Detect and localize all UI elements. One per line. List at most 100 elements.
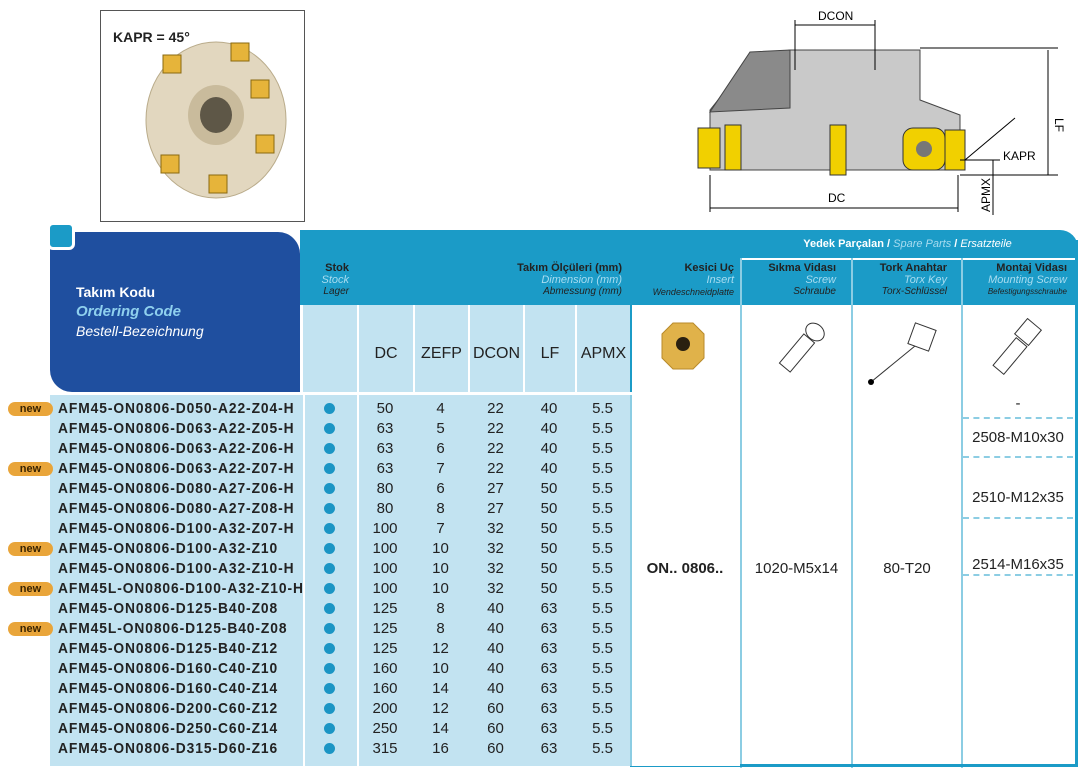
cell-dc: 250 bbox=[372, 720, 398, 737]
cell-zefp: 14 bbox=[432, 680, 449, 697]
ordering-code: AFM45-ON0806-D080-A27-Z08-H bbox=[58, 500, 295, 517]
product-photo: KAPR = 45° bbox=[100, 10, 305, 222]
key-en: Torx Key bbox=[903, 274, 947, 286]
ordering-code: AFM45-ON0806-D160-C40-Z14 bbox=[58, 680, 279, 697]
bookmark-icon bbox=[47, 222, 75, 250]
stock-indicator-icon bbox=[324, 583, 335, 594]
ordering-code: AFM45-ON0806-D050-A22-Z04-H bbox=[58, 400, 295, 417]
header-band bbox=[300, 230, 1078, 305]
cell-dc: 160 bbox=[372, 680, 398, 697]
col-apmx: APMX bbox=[575, 305, 630, 392]
insert-header: Kesici Uç Insert Wendeschneidplatte bbox=[632, 262, 734, 298]
cell-apmx: 5.5 bbox=[592, 740, 613, 757]
stock-indicator-icon bbox=[324, 603, 335, 614]
cell-apmx: 5.5 bbox=[592, 400, 613, 417]
spare-parts-heading: Yedek Parçalan / Spare Parts / Ersatztei… bbox=[740, 238, 1075, 250]
cell-zefp: 5 bbox=[436, 420, 445, 437]
cell-zefp: 10 bbox=[432, 560, 449, 577]
cell-lf: 63 bbox=[540, 640, 558, 657]
insert-de: Wendeschneidplatte bbox=[652, 287, 734, 297]
kapr-dim-label: KAPR bbox=[1003, 149, 1036, 163]
code-en: Ordering Code bbox=[76, 303, 182, 320]
cell-lf: 50 bbox=[540, 520, 558, 537]
cell-dc: 100 bbox=[372, 560, 398, 577]
ordering-code: AFM45-ON0806-D100-A32-Z10 bbox=[58, 540, 279, 557]
stock-indicator-icon bbox=[324, 623, 335, 634]
cell-dc: 125 bbox=[372, 620, 398, 637]
stock-indicator-icon bbox=[324, 663, 335, 674]
cell-dc: 200 bbox=[372, 700, 398, 717]
stock-indicator-icon bbox=[324, 563, 335, 574]
key-header: Tork Anahtar Torx Key Torx-Schlüssel bbox=[853, 262, 947, 298]
cell-lf: 40 bbox=[540, 460, 558, 477]
mount-header: Montaj Vidası Mounting Screw Befestigung… bbox=[963, 262, 1067, 298]
cell-lf: 50 bbox=[540, 540, 558, 557]
cell-lf: 40 bbox=[540, 420, 558, 437]
cell-apmx: 5.5 bbox=[592, 720, 613, 737]
divider bbox=[851, 258, 853, 768]
code-de: Bestell-Bezeichnung bbox=[76, 323, 204, 339]
screw-header: Sıkma Vidası Screw Schraube bbox=[742, 262, 836, 298]
dcon-label: DCON bbox=[818, 9, 853, 23]
cell-apmx: 5.5 bbox=[592, 560, 613, 577]
divider bbox=[630, 305, 632, 392]
cell-zefp: 10 bbox=[432, 580, 449, 597]
cell-dcon: 32 bbox=[487, 540, 504, 557]
stock-tr: Stok bbox=[325, 262, 349, 274]
ordering-code: AFM45-ON0806-D063-A22-Z06-H bbox=[58, 440, 295, 457]
divider bbox=[630, 764, 1078, 767]
col-zefp: ZEFP bbox=[413, 305, 468, 392]
cell-dc: 100 bbox=[372, 580, 398, 597]
stock-indicator-icon bbox=[324, 683, 335, 694]
cell-dcon: 40 bbox=[487, 680, 504, 697]
cell-zefp: 16 bbox=[432, 740, 449, 757]
cell-apmx: 5.5 bbox=[592, 660, 613, 677]
code-column bbox=[50, 395, 303, 766]
lf-label: LF bbox=[1052, 118, 1066, 132]
stock-header: Stok Stock Lager bbox=[303, 262, 349, 298]
ordering-code: AFM45L-ON0806-D100-A32-Z10-H bbox=[58, 580, 304, 597]
cell-apmx: 5.5 bbox=[592, 620, 613, 637]
ordering-code: AFM45-ON0806-D063-A22-Z07-H bbox=[58, 460, 295, 477]
spare-de: Ersatzteile bbox=[960, 238, 1012, 250]
divider bbox=[961, 258, 963, 768]
cell-dc: 63 bbox=[376, 440, 394, 457]
cell-dc: 63 bbox=[376, 460, 394, 477]
mount-en: Mounting Screw bbox=[988, 274, 1067, 286]
cell-zefp: 10 bbox=[432, 540, 449, 557]
cell-zefp: 8 bbox=[436, 600, 445, 617]
screw-tr: Sıkma Vidası bbox=[768, 262, 836, 274]
dim-tr: Takım Ölçüleri (mm) bbox=[517, 262, 622, 274]
ordering-code-header: Takım Kodu Ordering Code Bestell-Bezeich… bbox=[50, 232, 300, 392]
cell-lf: 63 bbox=[540, 680, 558, 697]
cell-zefp: 7 bbox=[436, 460, 445, 477]
screw-de: Schraube bbox=[793, 286, 836, 297]
cell-apmx: 5.5 bbox=[592, 420, 613, 437]
mounting-screw-icon bbox=[992, 318, 1043, 375]
cell-zefp: 8 bbox=[436, 500, 445, 517]
col-dc: DC bbox=[357, 305, 413, 392]
ordering-code: AFM45-ON0806-D250-C60-Z14 bbox=[58, 720, 279, 737]
spare-tr: Yedek Parçalan bbox=[803, 238, 884, 250]
new-badge: new bbox=[8, 622, 53, 636]
sep: / bbox=[887, 238, 891, 250]
key-de: Torx-Schlüssel bbox=[881, 286, 947, 297]
cell-dcon: 27 bbox=[487, 500, 504, 517]
torx-key-icon bbox=[868, 322, 937, 385]
ordering-code: AFM45-ON0806-D100-A32-Z07-H bbox=[58, 520, 295, 537]
cell-dcon: 40 bbox=[487, 640, 504, 657]
mount-tr: Montaj Vidası bbox=[996, 262, 1067, 274]
cell-zefp: 10 bbox=[432, 660, 449, 677]
mount-value: 2514-M16x35 bbox=[963, 519, 1073, 576]
cell-apmx: 5.5 bbox=[592, 580, 613, 597]
dim-de: Abmessung (mm) bbox=[543, 286, 622, 297]
cell-lf: 63 bbox=[540, 600, 558, 617]
key-tr: Tork Anahtar bbox=[879, 262, 947, 274]
ordering-code: AFM45-ON0806-D200-C60-Z12 bbox=[58, 700, 279, 717]
stock-indicator-icon bbox=[324, 443, 335, 454]
apmx-label: APMX bbox=[979, 178, 993, 212]
ordering-code: AFM45-ON0806-D160-C40-Z10 bbox=[58, 660, 279, 677]
cell-lf: 63 bbox=[540, 720, 558, 737]
sep: / bbox=[954, 238, 958, 250]
new-badge: new bbox=[8, 462, 53, 476]
